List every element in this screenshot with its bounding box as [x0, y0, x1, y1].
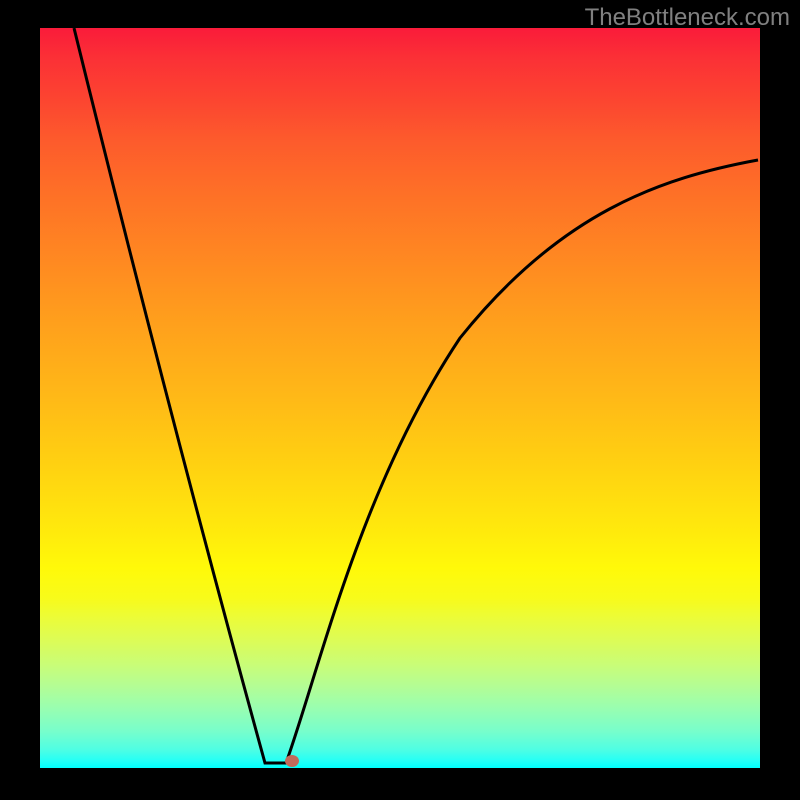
plot-area [40, 28, 760, 768]
watermark-text: TheBottleneck.com [585, 4, 790, 32]
bottleneck-curve [74, 28, 758, 763]
curve-svg [40, 28, 760, 768]
optimal-point-marker [285, 755, 299, 767]
